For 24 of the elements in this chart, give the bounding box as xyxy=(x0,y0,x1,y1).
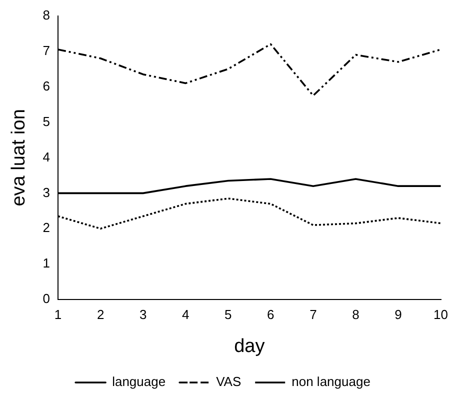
x-tick-label: 7 xyxy=(310,306,317,322)
x-tick-label: 6 xyxy=(267,306,274,322)
x-tick-label: 3 xyxy=(139,306,147,322)
x-tick-label: 1 xyxy=(54,306,62,322)
x-axis-title: day xyxy=(234,336,266,357)
legend-label: VAS xyxy=(216,374,242,390)
x-tick-label: 2 xyxy=(96,306,104,322)
y-axis-title: eva luat ion xyxy=(8,109,30,206)
y-tick-label: 4 xyxy=(42,149,50,164)
y-tick-label: 1 xyxy=(42,256,50,271)
x-tick-label: 8 xyxy=(352,306,360,322)
y-tick-label: 0 xyxy=(42,291,50,306)
legend-label: language xyxy=(112,374,166,390)
x-tick-label: 10 xyxy=(434,306,448,322)
x-tick-label: 4 xyxy=(182,306,190,322)
y-tick-label: 2 xyxy=(42,220,50,236)
x-tick-label: 9 xyxy=(394,306,402,322)
y-tick-label: 8 xyxy=(42,7,50,22)
legend-label: non language xyxy=(292,374,370,390)
y-tick-label: 3 xyxy=(42,184,50,200)
y-tick-label: 5 xyxy=(42,114,50,129)
y-tick-label: 6 xyxy=(42,78,50,94)
x-tick-label: 5 xyxy=(224,306,232,322)
y-tick-label: 7 xyxy=(42,42,50,58)
